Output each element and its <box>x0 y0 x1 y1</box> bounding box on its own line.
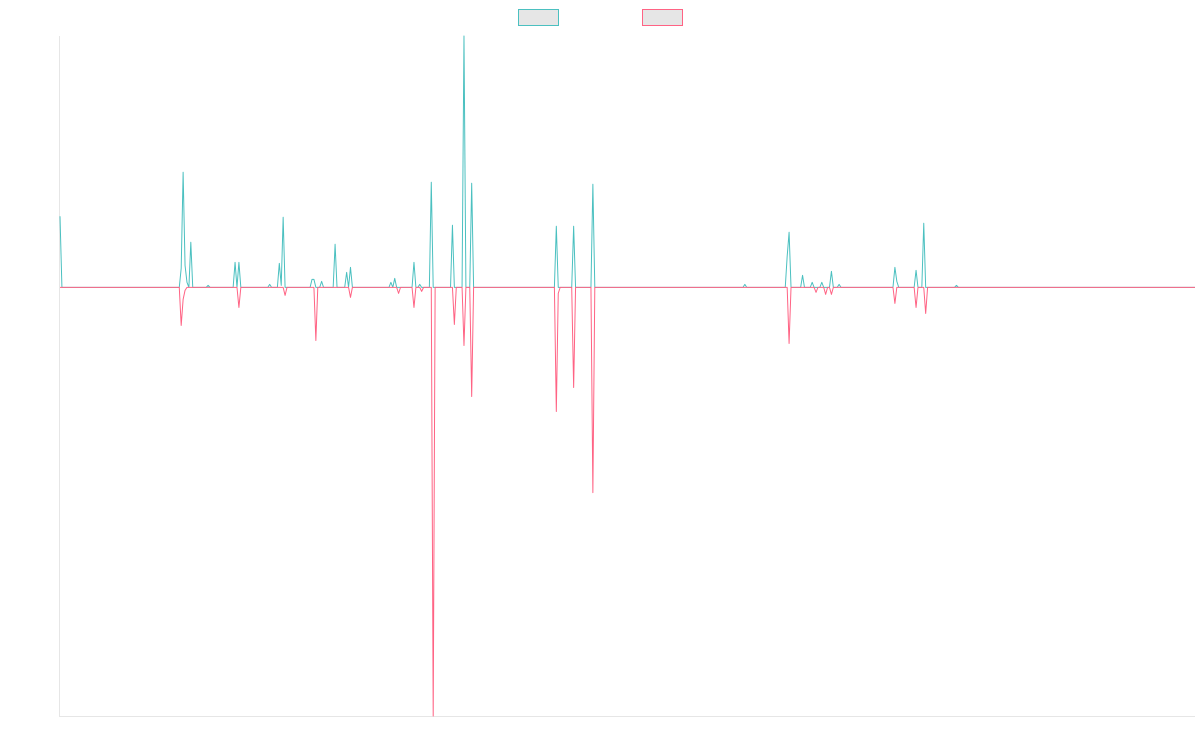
series-line-2 <box>60 286 1195 717</box>
legend-swatch-2[interactable] <box>642 9 683 26</box>
legend[interactable] <box>518 9 683 26</box>
series-layer <box>59 35 1195 717</box>
legend-swatch-1[interactable] <box>518 9 559 26</box>
series-line-1 <box>59 35 1195 288</box>
